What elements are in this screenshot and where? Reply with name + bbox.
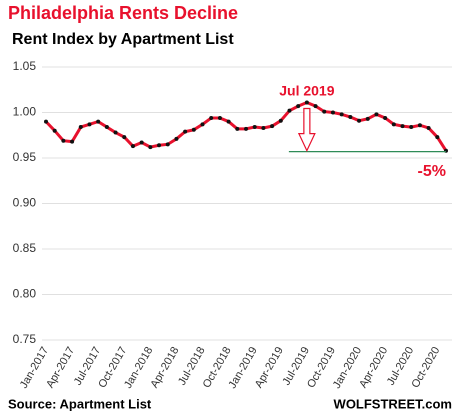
point [417,123,422,128]
annotation: -5% [418,163,446,180]
point [426,125,431,130]
point [374,112,379,117]
source: Source: Apartment List [8,396,152,411]
point [322,109,327,114]
point [357,118,362,123]
point [270,124,275,129]
point [209,115,214,120]
point [148,145,153,150]
point [313,104,318,109]
point [165,142,170,147]
point [400,124,405,129]
point [304,100,309,105]
point [226,119,231,124]
point [130,144,135,149]
point [409,125,414,130]
point [348,115,353,120]
point [296,104,301,109]
point [87,122,92,127]
point [200,122,205,127]
y-tick-label: 0.90 [13,196,37,210]
point [339,112,344,117]
point [61,138,66,143]
point [383,115,388,120]
chart-title: Philadelphia Rents Decline [8,3,238,23]
point [157,143,162,148]
y-tick-label: 0.85 [13,241,37,255]
point [330,110,335,115]
point [435,135,440,140]
point [183,129,188,134]
point [252,125,257,130]
point [278,118,283,123]
y-tick-label: 0.95 [13,150,37,164]
y-tick-label: 1.05 [13,59,37,73]
point [365,116,370,121]
y-tick-label: 1.00 [13,105,37,119]
point [113,130,118,135]
point [139,140,144,145]
arrow [297,107,316,153]
point [217,115,222,120]
y-tick-label: 0.75 [13,332,37,346]
point [70,139,75,144]
point [191,127,196,132]
chart-subtitle: Rent Index by Apartment List [12,31,234,48]
annotation: Jul 2019 [279,83,334,99]
point [174,136,179,141]
brand: WOLFSTREET.com [334,396,452,411]
y-tick-label: 0.80 [13,287,37,301]
point [78,125,83,130]
point [244,126,248,131]
point [52,128,57,133]
point [44,119,48,124]
point [391,122,396,127]
point [235,126,240,131]
point [122,135,127,140]
point [96,119,101,124]
point [104,125,109,130]
point [287,108,292,113]
point [261,125,266,130]
